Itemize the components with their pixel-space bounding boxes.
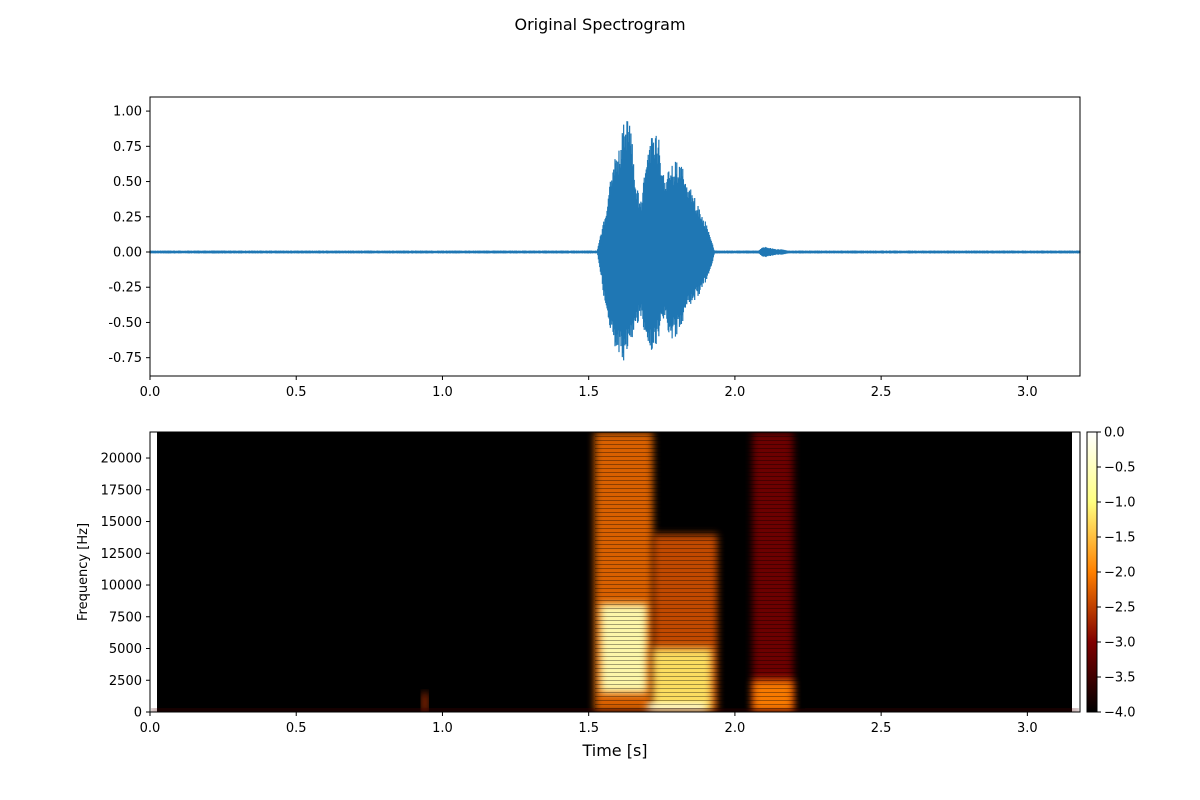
y-tick-label: -0.25 (108, 281, 142, 296)
y-tick-label: -0.75 (108, 351, 142, 366)
x-tick-label: 1.5 (578, 385, 599, 400)
x-axis-label: Time [s] (581, 741, 647, 760)
spectrogram-energy-region (421, 692, 428, 712)
spectrogram-x-ticks: 0.0 0.5 1.0 1.5 2.0 2.5 3.0 (140, 712, 1038, 736)
y-tick-label: 15000 (101, 515, 142, 530)
y-tick-label: 0 (134, 706, 142, 721)
y-tick-label: 10000 (101, 579, 142, 594)
x-tick-label: 3.0 (1017, 385, 1038, 400)
spectrogram-panel: 0.0 0.5 1.0 1.5 2.0 2.5 3.0 20000 17500 15000 125… (76, 426, 1136, 761)
colorbar-tick-label: −1.5 (1104, 531, 1136, 546)
x-tick-label: 0.0 (140, 721, 161, 736)
x-tick-label: 2.5 (871, 385, 892, 400)
y-tick-label: 0.00 (113, 246, 142, 261)
spectrogram-streaks (595, 432, 805, 712)
x-tick-label: 0.5 (286, 721, 307, 736)
colorbar-tick-label: −4.0 (1104, 706, 1136, 721)
colorbar-ticks: 0.0 −0.5 −1.0 −1.5 −2.0 −2.5 −3.0 −3.5 −4.0 (1097, 426, 1136, 721)
x-tick-label: 1.0 (432, 721, 453, 736)
x-tick-label: 0.5 (286, 385, 307, 400)
y-tick-label: 5000 (109, 642, 142, 657)
y-tick-label: 2500 (109, 674, 142, 689)
y-tick-label: 7500 (109, 610, 142, 625)
colorbar: 0.0 −0.5 −1.0 −1.5 −2.0 −2.5 −3.0 −3.5 −4.0 (1086, 426, 1136, 721)
y-tick-label: 20000 (101, 452, 142, 467)
x-tick-label: 2.0 (725, 721, 746, 736)
waveform-plot (149, 121, 1081, 361)
x-tick-label: 2.0 (725, 385, 746, 400)
y-tick-label: 0.75 (113, 140, 142, 155)
waveform-axes-frame (149, 96, 1081, 377)
x-tick-label: 2.5 (871, 721, 892, 736)
x-tick-label: 0.0 (140, 385, 161, 400)
colorbar-gradient (1086, 431, 1098, 713)
y-tick-label: 0.25 (113, 210, 142, 225)
y-tick-label: 17500 (101, 483, 142, 498)
spectrogram-axes-frame (149, 431, 1081, 713)
x-tick-label: 1.5 (578, 721, 599, 736)
colorbar-tick-label: 0.0 (1104, 426, 1125, 441)
y-tick-label: -0.50 (108, 316, 142, 331)
waveform-x-ticks: 0.0 0.5 1.0 1.5 2.0 2.5 3.0 (140, 376, 1038, 400)
waveform-y-ticks: 1.00 0.75 0.50 0.25 0.00 -0.25 -0.50 -0.75 (108, 105, 150, 366)
y-axis-label: Frequency [Hz] (76, 523, 91, 621)
colorbar-tick-label: −3.0 (1104, 636, 1136, 651)
spectrogram-y-ticks: 20000 17500 15000 12500 10000 7500 5000 2500 0 (101, 452, 150, 721)
x-tick-label: 3.0 (1017, 721, 1038, 736)
colorbar-tick-label: −1.0 (1104, 496, 1136, 511)
colorbar-tick-label: −2.5 (1104, 601, 1136, 616)
waveform-line (149, 121, 1081, 361)
y-tick-label: 12500 (101, 547, 142, 562)
figure-title: Original Spectrogram (514, 15, 685, 34)
colorbar-tick-label: −0.5 (1104, 461, 1136, 476)
colorbar-tick-label: −2.0 (1104, 566, 1136, 581)
y-tick-label: 0.50 (113, 175, 142, 190)
y-tick-label: 1.00 (113, 105, 142, 120)
x-tick-label: 1.0 (432, 385, 453, 400)
colorbar-tick-label: −3.5 (1104, 671, 1136, 686)
waveform-panel: 0.0 0.5 1.0 1.5 2.0 2.5 3.0 1.00 0.75 0.50 0.25 0.… (108, 96, 1081, 400)
